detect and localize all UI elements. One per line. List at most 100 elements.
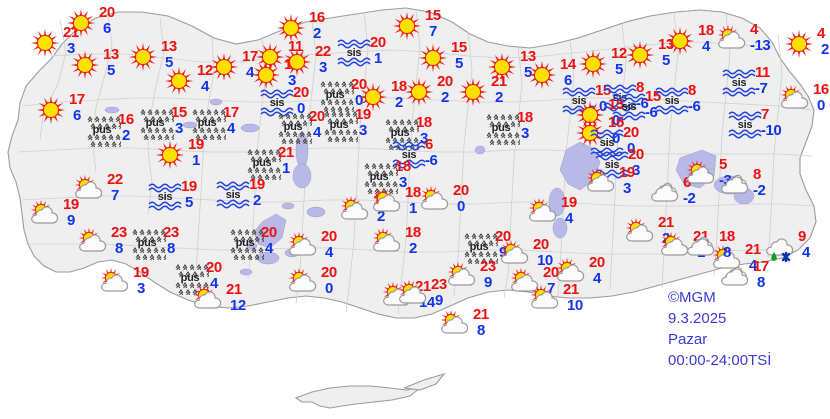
sun-behind-cloud-icon (100, 267, 134, 298)
sun-icon (30, 28, 64, 58)
temp-min: 1 (374, 50, 382, 67)
temperature-pair: 20 0 (293, 85, 333, 116)
haze-pus-icon: pus (138, 108, 177, 141)
temp-max: 18 (395, 158, 411, 175)
haze-pus-icon: pus (276, 112, 315, 145)
temperature-pair: 18 2 (391, 79, 431, 110)
temp-max: 19 (619, 164, 635, 181)
temperature-pair: 15 5 (451, 40, 491, 71)
temp-max: 6 (683, 174, 691, 191)
temp-max: 21 (745, 241, 761, 258)
temperature-pair: 20 1 (370, 35, 410, 66)
haze-pus-icon: pus (85, 115, 124, 148)
temperature-pair: 23 9 (431, 277, 471, 308)
temperature-pair: 12 5 (611, 46, 651, 77)
fog-sis-icon-label: sis (737, 119, 753, 131)
fog-sis-icon-label: sis (731, 77, 747, 89)
period-label: 00:00-24:00TSİ (668, 352, 772, 369)
temp-max: 12 (197, 62, 213, 79)
temperature-pair: 18 1 (405, 185, 445, 216)
fog-sis-icon-label: sis (269, 97, 285, 109)
temperature-pair: 19 9 (63, 197, 103, 228)
sun-icon (487, 52, 521, 82)
temp-max: 20 (495, 228, 511, 245)
fog-sis-icon-label: sis (604, 159, 620, 171)
temp-max: 12 (611, 45, 627, 62)
temp-max: 15 (425, 7, 441, 24)
temperature-pair: 14 6 (560, 57, 600, 88)
temp-max: 4 (750, 21, 758, 38)
temp-max: 11 (755, 64, 770, 81)
sun-icon (625, 40, 659, 70)
temp-min: 3 (420, 130, 428, 147)
fog-sis-icon: sis (148, 182, 182, 212)
temp-min: 0 (297, 100, 305, 117)
fog-sis-icon: sis (728, 110, 762, 140)
sun-behind-cloud-icon (78, 227, 112, 258)
temp-min: 3 (67, 40, 75, 57)
temp-min: 4 (325, 244, 333, 261)
sun-behind-cloud-icon (510, 267, 544, 298)
temp-max: 17 (242, 48, 258, 65)
temp-max: 22 (107, 171, 123, 188)
fog-sis-icon: sis (260, 88, 294, 118)
temp-min: 3 (632, 162, 640, 179)
temp-max: 20 (628, 146, 644, 163)
temperature-pair: 18 3 (517, 110, 557, 141)
temperature-pair: 18 4 (698, 23, 738, 54)
temp-min: 4 (565, 210, 573, 227)
temp-max: 21 (473, 306, 489, 323)
temp-max: 16 (813, 81, 829, 98)
temp-min: 9 (435, 292, 443, 309)
temperature-pair: 20 0 (453, 183, 493, 214)
fog-sis-icon-label: sis (346, 47, 362, 59)
temp-min: 0 (325, 280, 333, 297)
cyprus-panhandle (403, 372, 446, 391)
sun-behind-cloud-icon (686, 159, 720, 190)
temp-max: 20 (351, 76, 367, 93)
temp-min: -7 (755, 80, 768, 97)
temp-max: 20 (589, 254, 605, 271)
temperature-pair: 23 8 (163, 225, 203, 256)
sun-icon (276, 13, 310, 43)
temperature-pair: 20 3 (628, 147, 668, 178)
temp-max: 4 (817, 25, 825, 42)
temperature-pair: 20 4 (309, 109, 349, 140)
temp-max: 13 (161, 38, 177, 55)
temp-min: 5 (662, 52, 670, 69)
fog-sis-icon: sis (337, 38, 371, 68)
temp-min: 7 (547, 280, 555, 297)
temp-min: 5 (524, 64, 532, 81)
temperature-pair: 20 6 (99, 5, 139, 36)
haze-pus-icon: pus (318, 80, 357, 113)
temp-max: 18 (391, 78, 407, 95)
temperature-pair: 15 0 (595, 83, 635, 114)
temperature-pair: 20 4 (321, 229, 361, 260)
haze-pus-icon: pus (245, 148, 284, 181)
fog-sis-icon-label: sis (621, 101, 637, 113)
haze-pus-icon-label: pus (145, 117, 165, 129)
temperature-pair: 20 10 (533, 237, 573, 268)
fog-sis-icon: sis (216, 180, 250, 210)
copyright-label: ©MGM (668, 289, 716, 306)
temp-max: 20 (321, 228, 337, 245)
sun-icon (784, 29, 818, 59)
temp-max: 18 (405, 224, 421, 241)
temp-min: 3 (521, 125, 529, 142)
temperature-pair: 17 8 (753, 259, 793, 290)
temp-min: 9 (67, 212, 75, 229)
sun-icon (164, 66, 198, 96)
temp-min: 2 (253, 192, 261, 209)
temperature-pair: 13 5 (161, 39, 201, 70)
sun-behind-cloud-icon (193, 284, 227, 315)
temperature-pair: 18 3 (416, 115, 456, 146)
sun-behind-cloud-icon (586, 167, 620, 198)
temperature-pair: 17 6 (69, 92, 109, 123)
fog-sis-icon-label: sis (599, 137, 615, 149)
